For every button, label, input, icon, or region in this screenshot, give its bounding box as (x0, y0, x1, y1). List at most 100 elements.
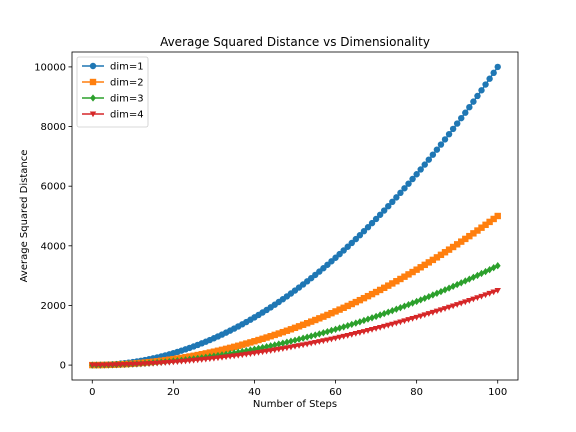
data-point (409, 299, 416, 307)
data-point (417, 313, 424, 320)
data-point (494, 63, 501, 71)
data-point (243, 340, 250, 347)
data-point (413, 314, 420, 321)
data-point (218, 354, 226, 361)
data-point (259, 349, 266, 356)
data-point (320, 329, 327, 337)
data-point (129, 361, 137, 368)
data-point (352, 319, 359, 327)
data-point (433, 308, 441, 315)
data-point (303, 341, 311, 348)
data-point (425, 311, 432, 317)
series-dim=1 (89, 63, 501, 369)
data-point (405, 317, 412, 323)
data-point (470, 273, 477, 281)
legend-marker (90, 94, 96, 102)
data-point (421, 161, 428, 168)
data-point (364, 224, 372, 231)
data-point (466, 103, 473, 111)
data-point (441, 249, 449, 256)
data-point (478, 87, 485, 94)
data-point (372, 326, 380, 332)
data-point (405, 271, 412, 278)
data-point (437, 251, 445, 259)
data-point (445, 304, 453, 311)
data-point (482, 292, 489, 299)
data-point (466, 232, 473, 240)
data-point (202, 350, 209, 357)
data-point (381, 284, 388, 292)
data-point (478, 224, 485, 231)
data-point (389, 198, 396, 206)
data-point (429, 309, 437, 316)
data-point (230, 343, 238, 351)
data-point (194, 357, 201, 364)
y-axis-label: Average Squared Distance (19, 150, 30, 283)
series-dim=3 (89, 262, 501, 369)
data-point (251, 338, 258, 345)
data-point (214, 347, 222, 354)
data-point (291, 343, 299, 350)
plot-marks (89, 63, 501, 369)
data-point (486, 290, 493, 297)
data-point (239, 341, 246, 348)
data-point (474, 271, 481, 280)
data-point (299, 342, 307, 349)
data-point (332, 325, 339, 333)
data-point (417, 264, 424, 271)
data-point (385, 202, 392, 210)
data-point (437, 141, 445, 148)
data-point (421, 261, 428, 269)
data-point (381, 323, 388, 330)
data-point (348, 320, 355, 329)
data-point (356, 330, 364, 336)
data-point (348, 239, 355, 247)
data-point (494, 287, 501, 294)
data-point (336, 324, 343, 332)
data-point (466, 298, 473, 304)
data-point (145, 361, 153, 367)
y-tick-label: 0 (60, 361, 66, 372)
data-point (210, 355, 218, 362)
data-point (247, 339, 254, 346)
data-point (445, 130, 453, 138)
chart-title: Average Squared Distance vs Dimensionali… (160, 35, 430, 49)
data-point (332, 308, 339, 315)
data-point (308, 340, 315, 347)
data-point (304, 333, 311, 341)
data-point (401, 273, 408, 280)
data-point (287, 344, 295, 351)
data-point (340, 304, 347, 311)
legend-label: dim=4 (110, 110, 144, 121)
data-point (364, 328, 372, 334)
data-point (287, 326, 295, 333)
data-point (393, 320, 400, 327)
data-point (149, 360, 157, 367)
x-tick-label: 60 (329, 387, 342, 398)
data-point (320, 338, 327, 345)
data-point (328, 336, 335, 343)
data-point (356, 318, 363, 326)
data-point (445, 246, 453, 253)
data-point (369, 314, 375, 322)
data-point (458, 114, 465, 122)
y-tick-label: 6000 (41, 182, 66, 193)
data-point (166, 359, 173, 366)
data-point (494, 212, 501, 220)
x-tick-label: 20 (167, 387, 180, 398)
data-point (352, 235, 360, 243)
data-point (202, 356, 209, 363)
data-point (109, 362, 116, 369)
data-point (413, 266, 420, 273)
data-point (360, 329, 368, 335)
data-point (376, 324, 384, 331)
data-point (486, 75, 493, 82)
data-point (271, 331, 278, 339)
data-point (283, 345, 291, 352)
data-point (141, 361, 149, 368)
legend-item: dim=3 (82, 94, 144, 105)
data-point (263, 334, 270, 341)
data-point (324, 327, 331, 336)
data-point (222, 354, 230, 361)
data-point (393, 194, 400, 201)
